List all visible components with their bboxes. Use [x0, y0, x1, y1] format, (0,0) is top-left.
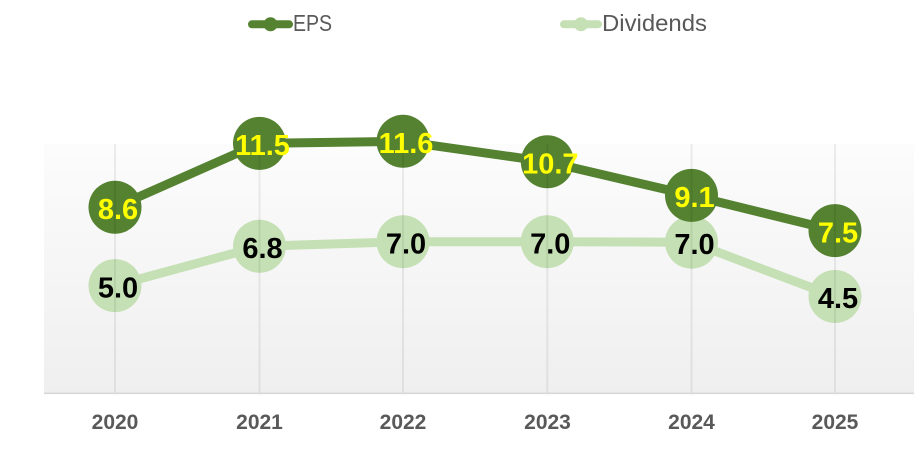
svg-text:6.8: 6.8: [242, 233, 282, 265]
svg-text:Dividends: Dividends: [602, 10, 707, 35]
svg-text:7.5: 7.5: [818, 217, 858, 249]
svg-text:2021: 2021: [236, 411, 283, 434]
svg-text:7.0: 7.0: [386, 228, 426, 260]
svg-text:10.7: 10.7: [522, 149, 578, 181]
svg-text:7.0: 7.0: [674, 229, 714, 261]
svg-text:7.0: 7.0: [530, 228, 570, 260]
svg-text:2025: 2025: [812, 411, 859, 434]
svg-text:8.6: 8.6: [98, 194, 138, 226]
svg-text:EPS: EPS: [293, 11, 332, 37]
svg-text:11.5: 11.5: [235, 130, 290, 162]
svg-text:2023: 2023: [524, 411, 571, 434]
svg-text:2022: 2022: [380, 411, 427, 434]
svg-text:4.5: 4.5: [818, 283, 858, 315]
svg-text:5.0: 5.0: [98, 272, 138, 304]
svg-text:9.1: 9.1: [674, 182, 714, 214]
svg-text:2024: 2024: [668, 411, 715, 434]
svg-text:11.6: 11.6: [379, 128, 434, 160]
svg-text:2020: 2020: [92, 411, 139, 434]
